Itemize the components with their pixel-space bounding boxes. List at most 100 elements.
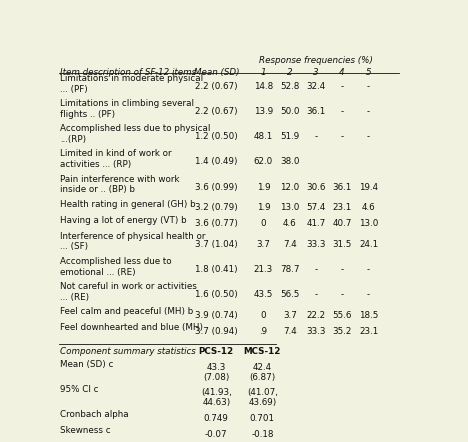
Text: 0: 0 — [261, 219, 266, 228]
Text: Interference of physical health or
... (SF): Interference of physical health or ... (… — [60, 232, 206, 251]
Text: Cronbach alpha: Cronbach alpha — [60, 410, 129, 419]
Text: 0.701: 0.701 — [250, 414, 275, 423]
Text: Item description of SF-12 items: Item description of SF-12 items — [60, 68, 197, 76]
Text: 4.6: 4.6 — [362, 203, 375, 212]
Text: Mean (SD) c: Mean (SD) c — [60, 360, 114, 369]
Text: Pain interference with work
inside or .. (BP) b: Pain interference with work inside or ..… — [60, 175, 180, 194]
Text: -: - — [314, 132, 318, 141]
Text: PCS-12: PCS-12 — [199, 347, 234, 356]
Text: Limitations in moderate physical
... (PF): Limitations in moderate physical ... (PF… — [60, 74, 204, 94]
Text: 14.8: 14.8 — [254, 82, 273, 91]
Text: 55.6: 55.6 — [332, 311, 352, 320]
Text: Not careful in work or activities
... (RE): Not careful in work or activities ... (R… — [60, 282, 197, 302]
Text: Feel calm and peaceful (MH) b: Feel calm and peaceful (MH) b — [60, 307, 194, 316]
Text: 43.5: 43.5 — [254, 290, 273, 299]
Text: 42.4
(6.87): 42.4 (6.87) — [249, 362, 276, 382]
Text: 1.9: 1.9 — [256, 203, 270, 212]
Text: .9: .9 — [259, 327, 268, 336]
Text: 51.9: 51.9 — [280, 132, 300, 141]
Text: -: - — [341, 132, 344, 141]
Text: 30.6: 30.6 — [307, 183, 326, 192]
Text: 2.2 (0.67): 2.2 (0.67) — [195, 82, 238, 91]
Text: 31.5: 31.5 — [332, 240, 352, 249]
Text: 0: 0 — [261, 311, 266, 320]
Text: -: - — [367, 290, 370, 299]
Text: 7.4: 7.4 — [283, 240, 297, 249]
Text: 1: 1 — [261, 68, 266, 76]
Text: 43.3
(7.08): 43.3 (7.08) — [203, 362, 229, 382]
Text: 3.7 (1.04): 3.7 (1.04) — [195, 240, 238, 249]
Text: 3.7 (0.94): 3.7 (0.94) — [195, 327, 238, 336]
Text: Having a lot of energy (VT) b: Having a lot of energy (VT) b — [60, 216, 187, 225]
Text: 3.9 (0.74): 3.9 (0.74) — [195, 311, 238, 320]
Text: 3: 3 — [313, 68, 319, 76]
Text: 12.0: 12.0 — [280, 183, 300, 192]
Text: 18.5: 18.5 — [359, 311, 378, 320]
Text: 19.4: 19.4 — [359, 183, 378, 192]
Text: 33.3: 33.3 — [306, 240, 326, 249]
Text: 13.9: 13.9 — [254, 107, 273, 116]
Text: MCS-12: MCS-12 — [244, 347, 281, 356]
Text: 23.1: 23.1 — [332, 203, 352, 212]
Text: 62.0: 62.0 — [254, 157, 273, 167]
Text: -: - — [367, 132, 370, 141]
Text: 22.2: 22.2 — [307, 311, 326, 320]
Text: 2.2 (0.67): 2.2 (0.67) — [195, 107, 238, 116]
Text: 3.2 (0.79): 3.2 (0.79) — [195, 203, 238, 212]
Text: 38.0: 38.0 — [280, 157, 300, 167]
Text: 3.7: 3.7 — [256, 240, 271, 249]
Text: Response frequencies (%): Response frequencies (%) — [259, 57, 373, 65]
Text: 0.749: 0.749 — [204, 414, 229, 423]
Text: 95% CI c: 95% CI c — [60, 385, 99, 394]
Text: -: - — [341, 107, 344, 116]
Text: 36.1: 36.1 — [307, 107, 326, 116]
Text: 23.1: 23.1 — [359, 327, 378, 336]
Text: 33.3: 33.3 — [306, 327, 326, 336]
Text: 50.0: 50.0 — [280, 107, 300, 116]
Text: 57.4: 57.4 — [307, 203, 326, 212]
Text: 36.1: 36.1 — [332, 183, 352, 192]
Text: -: - — [314, 265, 318, 274]
Text: -0.18: -0.18 — [251, 430, 274, 438]
Text: 2: 2 — [287, 68, 292, 76]
Text: 40.7: 40.7 — [332, 219, 352, 228]
Text: Component summary statistics: Component summary statistics — [60, 347, 196, 356]
Text: 4.6: 4.6 — [283, 219, 297, 228]
Text: -0.07: -0.07 — [205, 430, 227, 438]
Text: 24.1: 24.1 — [359, 240, 378, 249]
Text: Health rating in general (GH) b: Health rating in general (GH) b — [60, 200, 196, 209]
Text: 1.2 (0.50): 1.2 (0.50) — [195, 132, 238, 141]
Text: 1.8 (0.41): 1.8 (0.41) — [195, 265, 238, 274]
Text: Accomplished less due to
emotional ... (RE): Accomplished less due to emotional ... (… — [60, 257, 172, 277]
Text: 13.0: 13.0 — [280, 203, 300, 212]
Text: 3.6 (0.99): 3.6 (0.99) — [195, 183, 238, 192]
Text: 35.2: 35.2 — [332, 327, 352, 336]
Text: Limitations in climbing several
flights .. (PF): Limitations in climbing several flights … — [60, 99, 194, 119]
Text: 13.0: 13.0 — [359, 219, 378, 228]
Text: 7.4: 7.4 — [283, 327, 297, 336]
Text: -: - — [314, 290, 318, 299]
Text: 5: 5 — [366, 68, 372, 76]
Text: 1.9: 1.9 — [256, 183, 270, 192]
Text: -: - — [367, 265, 370, 274]
Text: 3.7: 3.7 — [283, 311, 297, 320]
Text: 21.3: 21.3 — [254, 265, 273, 274]
Text: -: - — [367, 82, 370, 91]
Text: (41.93,
44.63): (41.93, 44.63) — [201, 388, 232, 407]
Text: 56.5: 56.5 — [280, 290, 300, 299]
Text: Limited in kind of work or
activities ... (RP): Limited in kind of work or activities ..… — [60, 149, 172, 169]
Text: -: - — [341, 265, 344, 274]
Text: 3.6 (0.77): 3.6 (0.77) — [195, 219, 238, 228]
Text: 52.8: 52.8 — [280, 82, 300, 91]
Text: 78.7: 78.7 — [280, 265, 300, 274]
Text: -: - — [367, 107, 370, 116]
Text: 4: 4 — [339, 68, 345, 76]
Text: (41.07,
43.69): (41.07, 43.69) — [247, 388, 278, 407]
Text: 1.4 (0.49): 1.4 (0.49) — [195, 157, 238, 167]
Text: 1.6 (0.50): 1.6 (0.50) — [195, 290, 238, 299]
Text: 32.4: 32.4 — [307, 82, 326, 91]
Text: -: - — [341, 82, 344, 91]
Text: Feel downhearted and blue (MH): Feel downhearted and blue (MH) — [60, 323, 203, 332]
Text: Mean (SD): Mean (SD) — [194, 68, 239, 76]
Text: 48.1: 48.1 — [254, 132, 273, 141]
